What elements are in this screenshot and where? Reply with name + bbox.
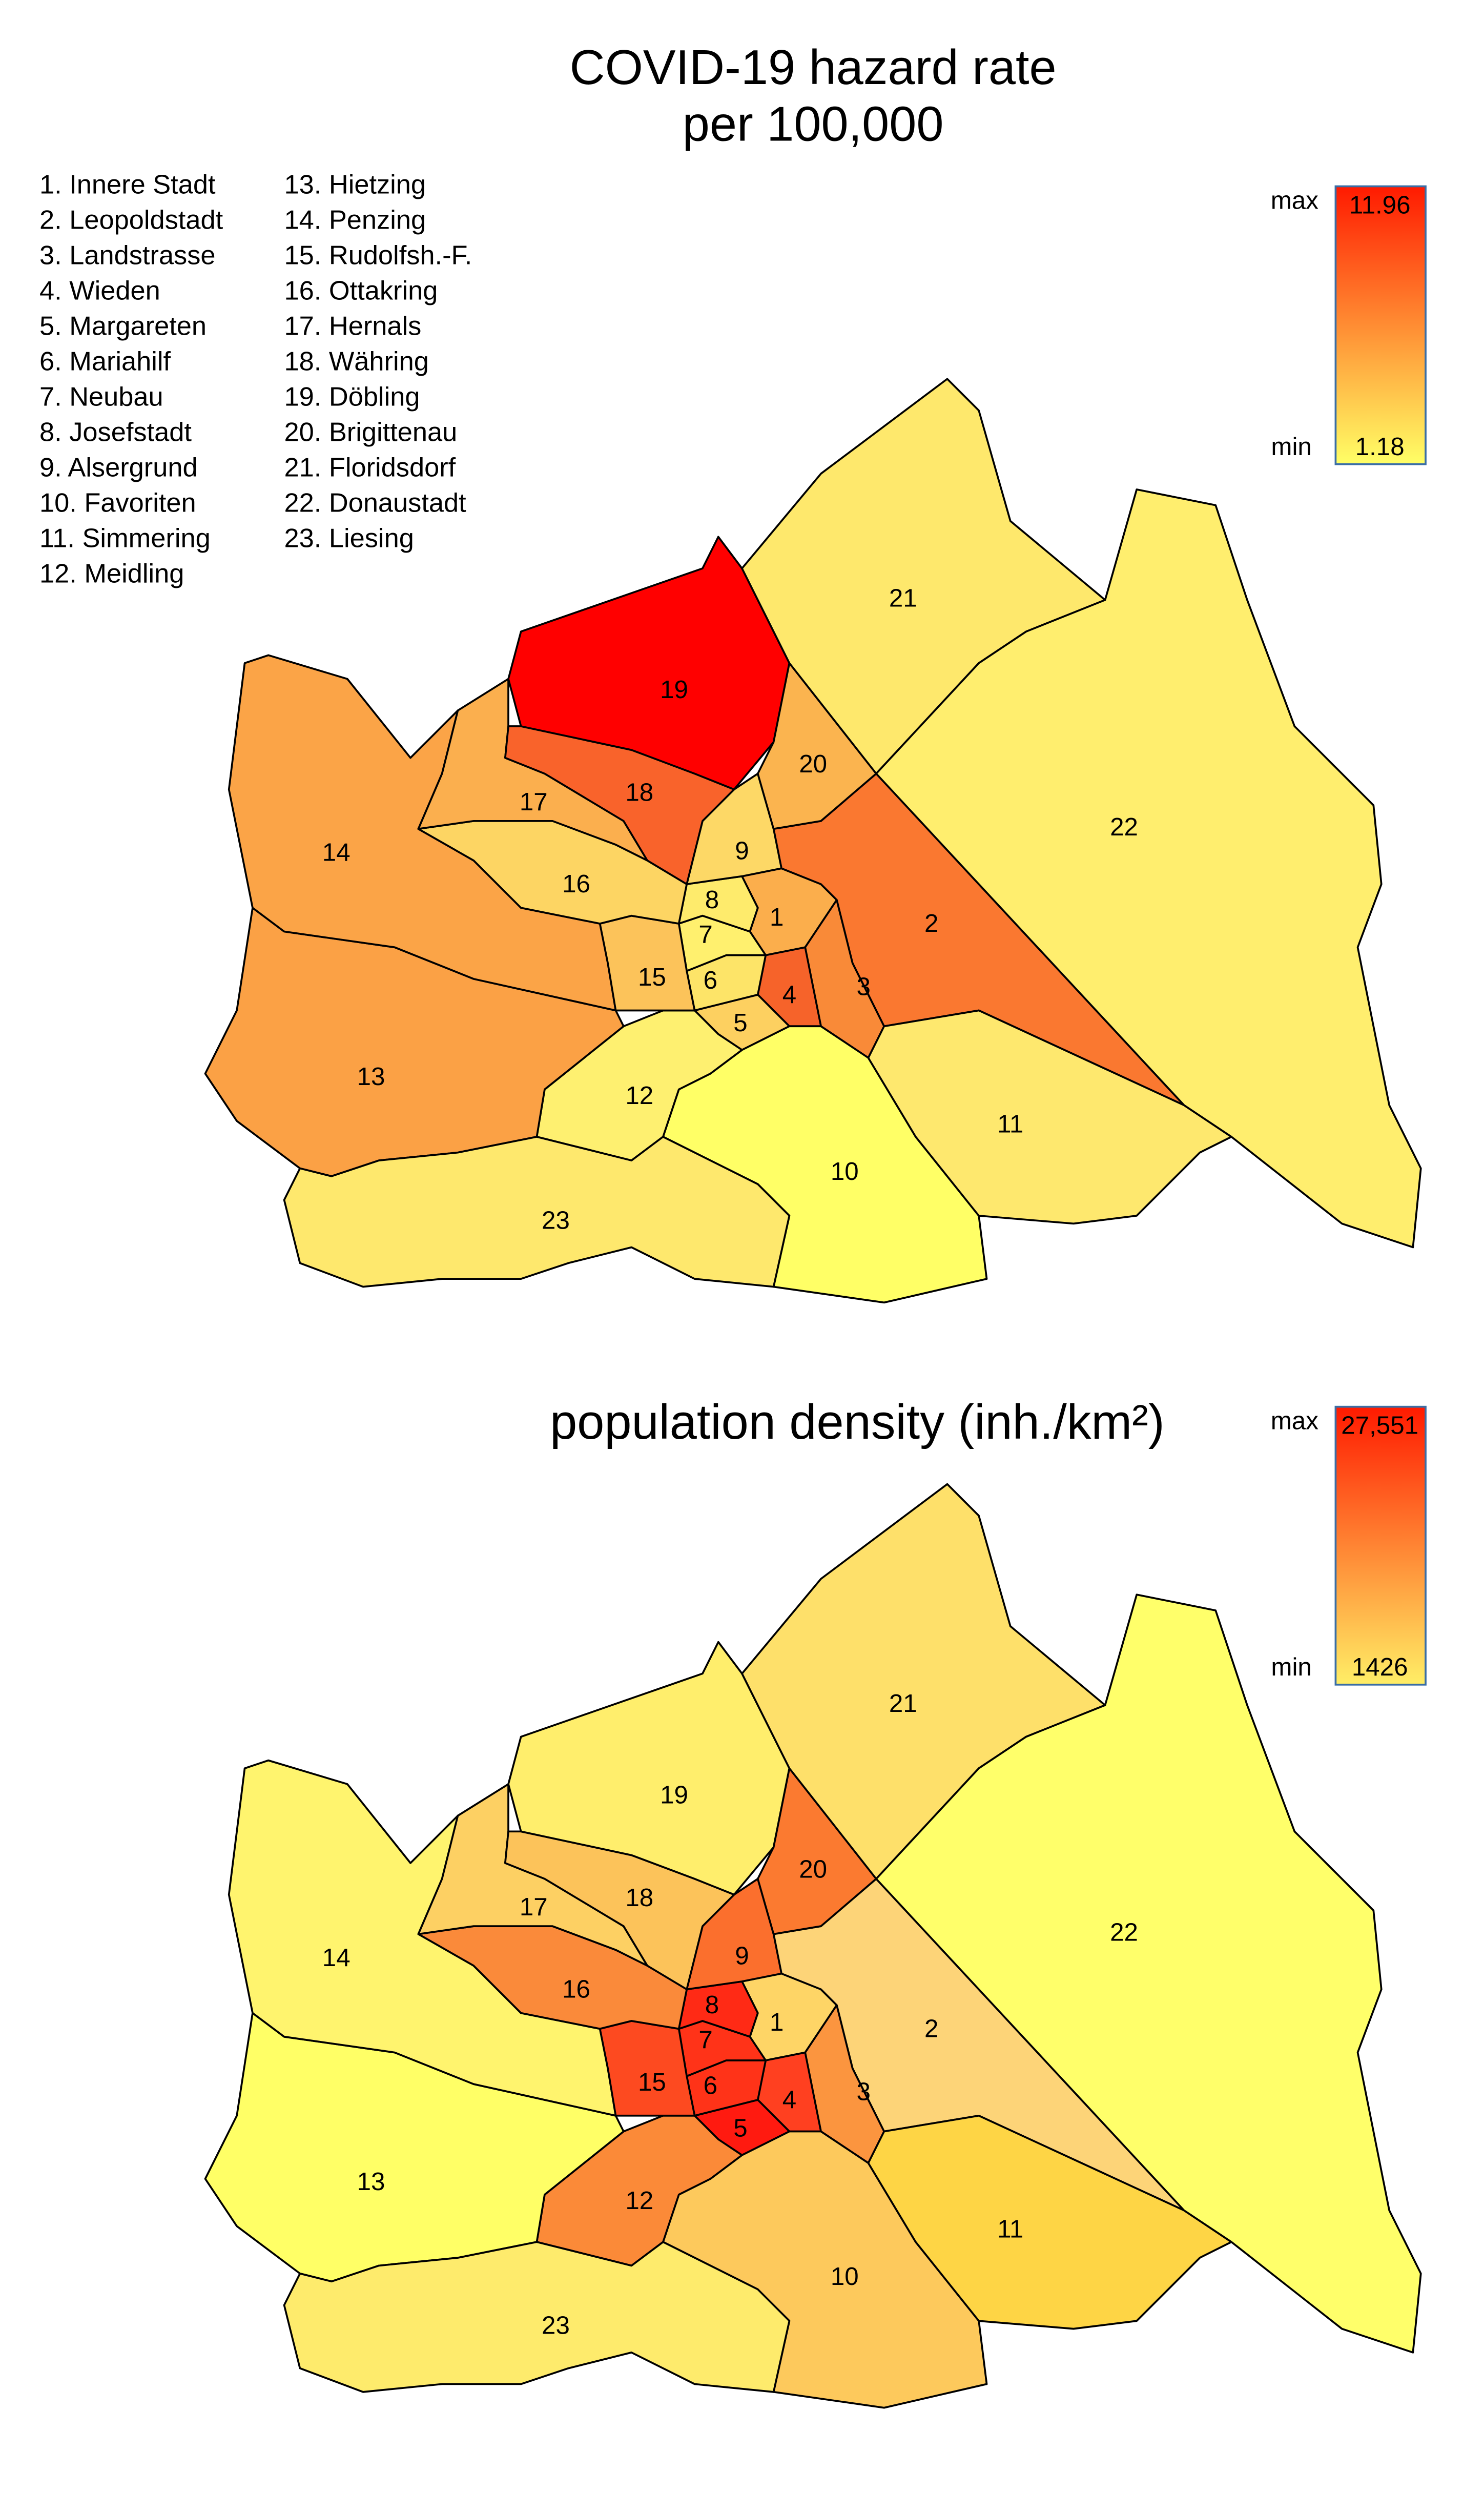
district-list-item: 16. Ottakring <box>284 276 438 305</box>
district-list-item: 14. Penzing <box>284 205 426 235</box>
district-label: 17 <box>520 1893 548 1921</box>
legend-max-caption: max <box>1271 186 1318 214</box>
district-label: 22 <box>1110 813 1138 841</box>
map-title: population density (inh./km²) <box>550 1395 1165 1449</box>
district-label: 12 <box>625 2187 653 2215</box>
district-list-item: 6. Mariahilf <box>39 346 171 376</box>
district-list-item: 2. Leopoldstadt <box>39 205 223 235</box>
district-label: 3 <box>857 2078 871 2106</box>
district-label: 18 <box>625 778 653 806</box>
district-label: 16 <box>562 1975 590 2003</box>
district-list-item: 4. Wieden <box>39 276 160 305</box>
district-label: 1 <box>770 903 784 931</box>
district-area <box>875 488 1422 1249</box>
district-label: 4 <box>782 2086 796 2114</box>
district-list-item: 21. Floridsdorf <box>284 453 456 482</box>
district-area <box>875 1593 1422 2354</box>
district-label: 8 <box>705 1991 719 2019</box>
district-label: 7 <box>698 921 712 949</box>
district-label: 20 <box>799 1855 827 1883</box>
district-list-item: 11. Simmering <box>39 523 211 553</box>
legend-colorbar <box>1334 1405 1427 1686</box>
district-label: 23 <box>542 1206 570 1234</box>
district-list-item: 15. Rudolfsh.-F. <box>284 240 472 270</box>
district-label: 11 <box>997 2215 1023 2243</box>
district-label: 17 <box>520 788 548 816</box>
legend-min-value: 1.18 <box>1355 433 1405 461</box>
district-label: 9 <box>735 1942 749 1970</box>
district-label: 3 <box>857 972 871 1000</box>
district-label: 14 <box>322 839 351 867</box>
district-label: 6 <box>704 966 717 994</box>
district-label: 13 <box>357 2168 385 2196</box>
legend-min-caption: min <box>1271 433 1311 461</box>
district-area <box>507 1641 791 1896</box>
district-area <box>867 1009 1232 1225</box>
district-list-item: 9. Alsergrund <box>39 453 198 482</box>
district-list-item: 5. Margareten <box>39 311 207 341</box>
district-label: 4 <box>782 980 796 1009</box>
legend-colorbar <box>1334 185 1427 465</box>
district-label: 2 <box>924 2014 938 2042</box>
district-list-item: 8. Josefstadt <box>39 417 192 447</box>
district-label: 7 <box>698 2026 712 2054</box>
district-label: 22 <box>1110 1918 1138 1947</box>
district-list-item: 23. Liesing <box>284 523 414 553</box>
legend-max-value: 11.96 <box>1349 191 1411 219</box>
district-list-item: 17. Hernals <box>284 311 422 341</box>
district-list-item: 12. Meidling <box>39 559 184 588</box>
district-label: 5 <box>733 1009 747 1037</box>
district-list-item: 13. Hietzing <box>284 170 426 199</box>
district-label: 2 <box>924 909 938 937</box>
district-label: 20 <box>799 750 827 778</box>
district-label: 9 <box>735 836 749 865</box>
map-title: COVID-19 hazard rate <box>570 40 1057 95</box>
legend-min-value: 1426 <box>1352 1653 1408 1681</box>
district-label: 8 <box>705 886 719 914</box>
district-list-item: 1. Innere Stadt <box>39 170 216 199</box>
district-label: 19 <box>660 676 688 704</box>
district-label: 15 <box>638 2068 666 2096</box>
district-label: 12 <box>625 1081 653 1110</box>
district-list-item: 20. Brigittenau <box>284 417 458 447</box>
legend-min-caption: min <box>1271 1653 1311 1681</box>
district-label: 5 <box>733 2114 747 2142</box>
legend-max-caption: max <box>1271 1406 1318 1435</box>
district-label: 10 <box>831 1157 859 1186</box>
district-list-item: 3. Landstrasse <box>39 240 215 270</box>
district-label: 13 <box>357 1062 385 1091</box>
district-label: 14 <box>322 1944 351 1972</box>
district-list-item: 18. Währing <box>284 346 429 376</box>
district-list-item: 7. Neubau <box>39 382 163 412</box>
district-area <box>283 1136 791 1288</box>
district-label: 21 <box>889 584 917 612</box>
district-list-item: 22. Donaustadt <box>284 488 467 518</box>
district-area <box>283 2241 791 2393</box>
district-area <box>867 2114 1232 2330</box>
district-label: 6 <box>704 2071 717 2099</box>
district-label: 19 <box>660 1781 688 1809</box>
district-label: 18 <box>625 1884 653 1912</box>
district-label: 16 <box>562 870 590 898</box>
district-label: 10 <box>831 2262 859 2291</box>
district-label: 15 <box>638 963 666 991</box>
map-title: per 100,000 <box>683 97 944 152</box>
district-label: 11 <box>997 1110 1023 1138</box>
district-label: 1 <box>770 2008 784 2036</box>
district-label: 23 <box>542 2312 570 2340</box>
district-area <box>507 536 791 791</box>
district-list-item: 19. Döbling <box>284 382 420 412</box>
district-label: 21 <box>889 1689 917 1718</box>
legend-max-value: 27,551 <box>1341 1412 1418 1440</box>
district-list-item: 10. Favoriten <box>39 488 196 518</box>
